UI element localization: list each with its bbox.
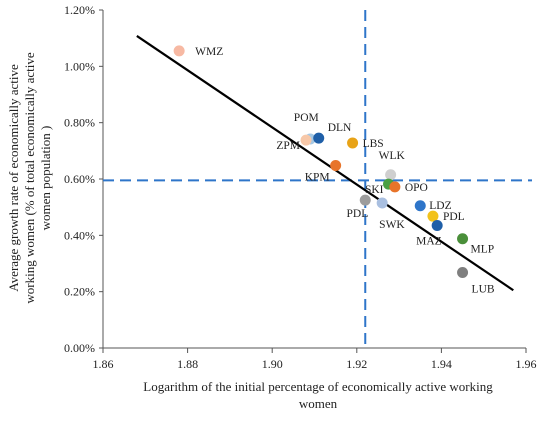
- x-tick-label: 1.96: [516, 357, 537, 371]
- data-point-maz: [431, 219, 443, 231]
- x-tick-label: 1.88: [177, 357, 198, 371]
- point-label: ZPM: [276, 140, 300, 152]
- point-label: PDL: [443, 211, 465, 223]
- data-point-ldz: [414, 200, 426, 212]
- x-tick-label: 1.86: [93, 357, 114, 371]
- point-label: OPO: [405, 182, 428, 194]
- data-point-lub: [457, 267, 469, 279]
- data-point-kpm: [330, 159, 342, 171]
- point-label: PDL: [347, 208, 369, 220]
- y-tick-label: 1.00%: [64, 59, 95, 73]
- point-label: SKI: [365, 184, 384, 196]
- point-label: DLN: [328, 122, 352, 134]
- point-label: LUB: [472, 284, 495, 296]
- x-tick-label: 1.92: [346, 357, 367, 371]
- y-tick-label: 0.60%: [64, 172, 95, 186]
- y-axis-title: working women (% of total economically a…: [22, 52, 37, 303]
- x-tick-label: 1.90: [262, 357, 283, 371]
- y-tick-label: 1.20%: [64, 3, 95, 17]
- y-tick-label: 0.00%: [64, 341, 95, 355]
- point-label: WMZ: [195, 46, 223, 58]
- point-label: LDZ: [429, 200, 451, 212]
- point-label: WLK: [379, 150, 406, 162]
- data-point-pdl: [427, 210, 439, 222]
- data-point-lbs: [347, 137, 359, 149]
- point-label: MLP: [471, 244, 495, 256]
- point-label: KPM: [305, 171, 330, 183]
- y-axis-title: Average growth rate of economically acti…: [6, 64, 21, 292]
- y-tick-label: 0.20%: [64, 285, 95, 299]
- data-point-opo: [389, 181, 401, 193]
- point-label: LBS: [363, 138, 384, 150]
- data-point-wmz: [173, 45, 185, 57]
- data-point-swk: [376, 197, 388, 209]
- x-tick-label: 1.94: [431, 357, 452, 371]
- data-point-pdl: [359, 194, 371, 206]
- data-point-zpm: [300, 134, 312, 146]
- trend-line: [136, 35, 514, 292]
- x-axis-title: women: [299, 396, 338, 411]
- point-label: POM: [294, 112, 319, 124]
- point-label: MAZ: [416, 235, 442, 247]
- point-label: SWK: [379, 219, 405, 231]
- y-tick-label: 0.80%: [64, 116, 95, 130]
- y-tick-label: 0.40%: [64, 228, 95, 242]
- x-axis-title: Logarithm of the initial percentage of e…: [143, 379, 493, 394]
- data-point-dln: [313, 132, 325, 144]
- data-point-wlk: [385, 169, 397, 181]
- y-axis-title: women population ): [38, 126, 53, 231]
- data-point-mlp: [457, 233, 469, 245]
